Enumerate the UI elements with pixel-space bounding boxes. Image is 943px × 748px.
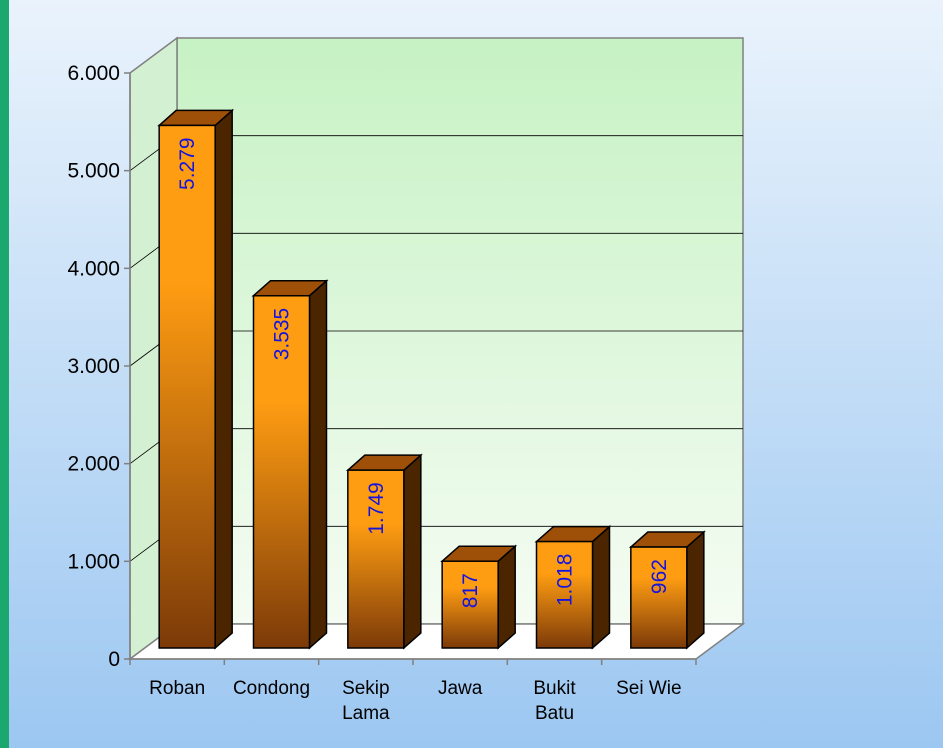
x-tick-label: Roban — [149, 678, 205, 699]
bar-side — [403, 453, 422, 650]
data-label: 962 — [648, 559, 671, 594]
bar-side — [591, 524, 611, 650]
bar-side — [214, 108, 233, 650]
bar — [441, 560, 499, 649]
y-tick-label: 1.000 — [67, 550, 120, 573]
bar — [158, 124, 216, 649]
y-tick-label: 6.000 — [67, 62, 120, 85]
x-tick-label: Condong — [233, 678, 310, 699]
x-tick-label: Bukit Batu — [533, 678, 576, 724]
data-label: 3.535 — [271, 308, 294, 361]
y-tick-label: 4.000 — [67, 257, 120, 280]
data-label: 1.749 — [365, 482, 388, 535]
y-tick-label: 0 — [108, 648, 120, 671]
y-tick-label: 5.000 — [67, 160, 120, 183]
bar-side — [308, 279, 328, 650]
data-label: 1.018 — [554, 554, 577, 607]
x-tick-label: Sekip Lama — [342, 678, 390, 724]
x-tick-label: Sei Wie — [616, 678, 681, 699]
y-tick-label: 2.000 — [67, 453, 120, 476]
data-label: 5.279 — [176, 137, 199, 190]
x-tick-label: Jawa — [438, 678, 483, 699]
bar — [252, 294, 311, 649]
y-tick-label: 3.000 — [67, 355, 120, 378]
bar — [347, 469, 405, 649]
data-label: 817 — [459, 573, 482, 608]
bar-side — [497, 544, 516, 650]
bar — [535, 540, 594, 649]
bar-side — [686, 530, 705, 650]
bar — [630, 546, 688, 649]
